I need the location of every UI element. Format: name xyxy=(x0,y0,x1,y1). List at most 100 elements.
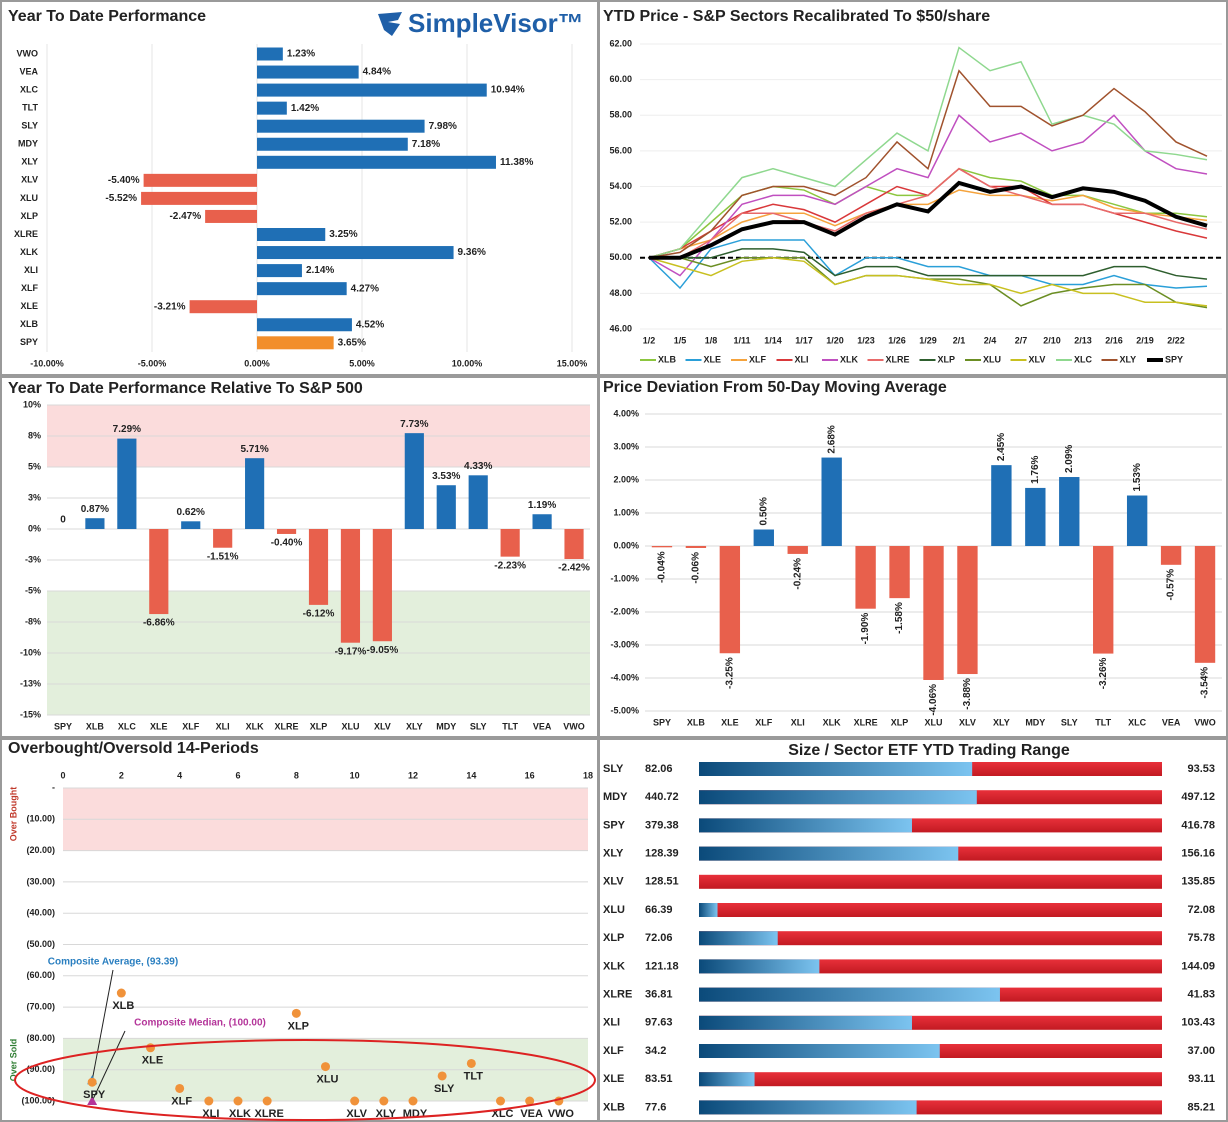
point-label: SLY xyxy=(434,1083,455,1095)
y-tick-label: MDY xyxy=(18,139,38,149)
range-low: 66.39 xyxy=(645,904,673,916)
x-tick-label: SPY xyxy=(54,721,72,731)
bar xyxy=(257,137,408,151)
bar xyxy=(372,529,392,642)
bar xyxy=(257,119,425,133)
annotation: Composite Average, (93.39) xyxy=(48,957,178,968)
y-tick-label: (10.00) xyxy=(26,814,55,824)
bar xyxy=(821,457,842,546)
range-high: 103.43 xyxy=(1181,1017,1215,1029)
legend-label: XLC xyxy=(1074,354,1093,364)
bar xyxy=(685,546,707,548)
bar xyxy=(923,546,944,680)
value-label: 0.50% xyxy=(758,497,769,525)
point xyxy=(291,1008,301,1018)
x-tick-label: VWO xyxy=(1194,717,1216,727)
y-tick-label: TLT xyxy=(22,103,38,113)
bar xyxy=(181,521,201,529)
x-tick-label: XLK xyxy=(823,717,842,727)
x-tick-label: VEA xyxy=(533,721,552,731)
bar xyxy=(468,475,488,529)
y-tick-label: -4.00% xyxy=(610,672,639,682)
bar xyxy=(257,228,326,241)
bar xyxy=(1059,477,1080,546)
annotation: Composite Median, (100.00) xyxy=(134,1018,266,1029)
ticker: XLE xyxy=(603,1073,624,1085)
bar xyxy=(436,485,456,529)
bar xyxy=(257,101,287,115)
range-high: 75.78 xyxy=(1187,932,1215,944)
point-label: XLE xyxy=(142,1055,163,1067)
chart-title: Price Deviation From 50-Day Moving Avera… xyxy=(603,379,947,396)
range-high: 37.00 xyxy=(1187,1045,1215,1057)
series-line xyxy=(648,69,1208,259)
value-label: -3.25% xyxy=(724,657,735,689)
value-label: 1.19% xyxy=(528,500,556,511)
y-tick-label: -5% xyxy=(25,585,41,595)
point xyxy=(379,1096,389,1106)
ticker: XLU xyxy=(603,904,625,916)
x-tick-label: XLE xyxy=(721,717,739,727)
x-tick-label: XLB xyxy=(86,721,105,731)
y-tick-label: VWO xyxy=(17,48,39,58)
x-tick-label: 1/17 xyxy=(795,335,813,345)
bar xyxy=(117,438,137,529)
range-position xyxy=(699,846,959,861)
logo-icon xyxy=(378,12,402,36)
range-high: 144.09 xyxy=(1181,960,1215,972)
range-high: 135.85 xyxy=(1181,876,1215,888)
value-label: 9.36% xyxy=(458,247,486,258)
legend-label: XLB xyxy=(658,354,677,364)
range-low: 77.6 xyxy=(645,1101,666,1113)
series-line xyxy=(648,189,1208,259)
range-low: 36.81 xyxy=(645,989,673,1001)
chart-title: Overbought/Oversold 14-Periods xyxy=(8,740,259,757)
range-high: 416.78 xyxy=(1181,819,1215,831)
y-tick-label: (80.00) xyxy=(26,1033,55,1043)
y-tick-label: 3.00% xyxy=(613,441,639,451)
legend-label: XLK xyxy=(840,354,859,364)
range-position xyxy=(699,987,1000,1002)
point-label: XLV xyxy=(346,1108,367,1120)
x-tick-label: 4 xyxy=(177,770,182,780)
x-tick-label: 10 xyxy=(350,770,360,780)
series-line xyxy=(649,167,1208,259)
x-tick-label: 1/14 xyxy=(764,335,782,345)
value-label: -3.26% xyxy=(1098,657,1109,689)
bar xyxy=(532,514,552,529)
x-tick-label: MDY xyxy=(1025,717,1045,727)
point xyxy=(262,1096,272,1106)
point-label: VWO xyxy=(548,1108,575,1120)
x-tick-label: XLI xyxy=(791,717,805,727)
y-tick-label: (30.00) xyxy=(26,876,55,886)
value-label: 2.09% xyxy=(1064,445,1075,473)
x-tick-label: 10.00% xyxy=(452,358,483,368)
y-tick-label: 2.00% xyxy=(613,474,639,484)
y-tick-label: 56.00 xyxy=(609,145,632,155)
annotation-leader xyxy=(91,969,114,1081)
bar xyxy=(340,529,361,643)
range-low: 128.51 xyxy=(645,876,679,888)
value-label: -0.24% xyxy=(792,558,803,590)
bar xyxy=(257,246,454,260)
bar xyxy=(85,518,105,529)
x-tick-label: XLC xyxy=(118,721,137,731)
ticker: XLY xyxy=(603,848,624,860)
value-label: 1.53% xyxy=(1132,463,1143,491)
y-tick-label: XLB xyxy=(20,319,39,329)
point xyxy=(204,1096,214,1106)
bar xyxy=(500,529,520,557)
y-tick-label: 52.00 xyxy=(609,217,632,227)
x-tick-label: 6 xyxy=(235,770,240,780)
range-track xyxy=(699,1072,1162,1087)
range-low: 121.18 xyxy=(645,960,679,972)
ticker: SPY xyxy=(603,819,626,831)
point xyxy=(437,1071,447,1081)
x-tick-label: XLRE xyxy=(275,721,299,731)
value-label: -1.58% xyxy=(894,602,905,634)
y-tick-label: (20.00) xyxy=(26,845,55,855)
y-tick-label: XLC xyxy=(20,84,39,94)
series-line xyxy=(648,239,1208,290)
x-tick-label: XLF xyxy=(182,721,200,731)
